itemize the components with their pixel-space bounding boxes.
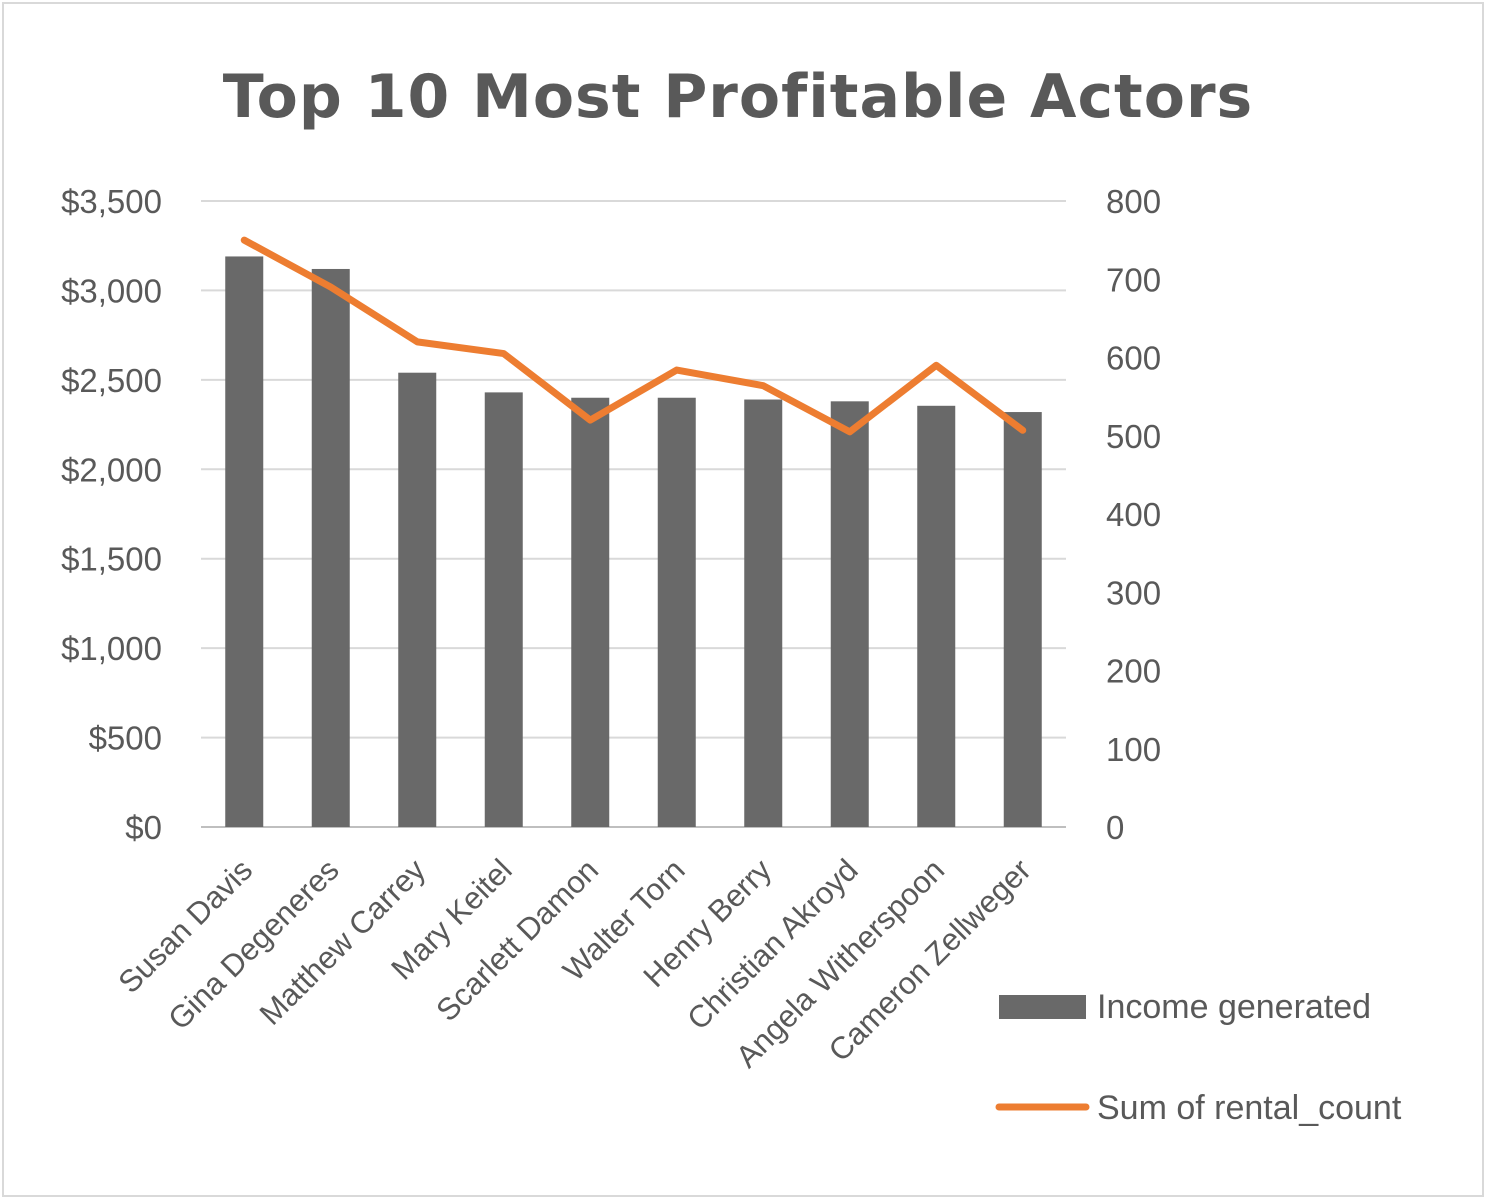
bar [917, 405, 956, 827]
bar [311, 268, 350, 828]
right-tick-label: 500 [1106, 418, 1161, 455]
right-axis-ticks: 0 100 200 300 400 500 600 700 800 [1106, 183, 1161, 846]
bar [484, 392, 523, 827]
bar [225, 256, 264, 828]
bar [1003, 412, 1042, 827]
bar [398, 372, 437, 827]
right-tick-label: 400 [1106, 496, 1161, 533]
right-tick-label: 0 [1106, 809, 1124, 846]
legend-rental-label: Sum of rental_count [1097, 1089, 1402, 1127]
bar [830, 401, 869, 827]
income-bars [225, 256, 1042, 828]
left-tick-label: $1,500 [61, 541, 162, 578]
left-tick-label: $3,500 [61, 183, 162, 220]
right-tick-label: 800 [1106, 183, 1161, 220]
right-tick-label: 300 [1106, 574, 1161, 611]
legend-bar-swatch [999, 995, 1086, 1019]
bar [657, 397, 696, 827]
rental-count-line [240, 236, 1027, 436]
left-tick-label: $0 [125, 809, 162, 846]
right-tick-label: 600 [1106, 340, 1161, 377]
right-tick-label: 100 [1106, 731, 1161, 768]
left-tick-label: $2,500 [61, 362, 162, 399]
line-path [240, 236, 1027, 436]
left-tick-label: $3,000 [61, 272, 162, 309]
left-tick-label: $2,000 [61, 451, 162, 488]
left-axis-ticks: $0 $500 $1,000 $1,500 $2,000 $2,500 $3,000 $3,5… [61, 183, 162, 846]
left-tick-label: $1,000 [61, 630, 162, 667]
legend-income-label: Income generated [1097, 988, 1371, 1026]
right-tick-label: 700 [1106, 261, 1161, 298]
right-tick-label: 200 [1106, 653, 1161, 690]
bar [571, 397, 610, 827]
bar [744, 399, 783, 827]
chart-title: Top 10 Most Profitable Actors [222, 62, 1254, 132]
legend: Income generated Sum of rental_count [995, 988, 1402, 1127]
left-tick-label: $500 [89, 720, 162, 757]
